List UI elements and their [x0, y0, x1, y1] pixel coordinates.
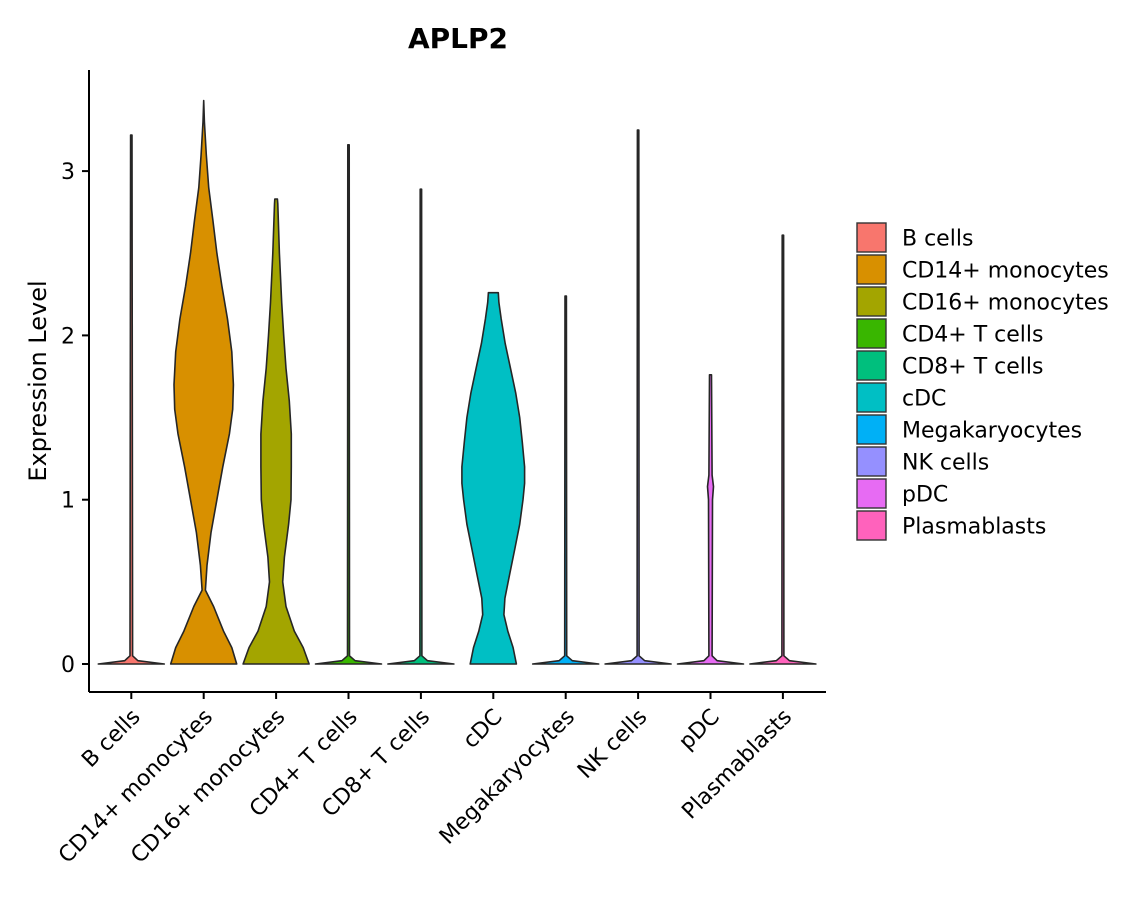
- legend-key-cd4plus-t-cells: [856, 318, 887, 349]
- legend-key-pdc: [856, 478, 887, 509]
- legend-key-plasmablasts: [856, 510, 887, 541]
- legend-key-cd8plus-t-cells: [856, 350, 887, 381]
- legend-key-b-cells: [856, 222, 887, 253]
- legend-key-megakaryocytes: [856, 414, 887, 445]
- y-tick-label: 2: [61, 324, 75, 349]
- violin-cdc: [461, 291, 526, 665]
- y-tick-label: 0: [61, 653, 75, 678]
- violin-nk-cells: [604, 129, 672, 665]
- legend-key-cd14plus-monocytes: [856, 254, 887, 285]
- violin-cd14plus-monocytes: [169, 99, 238, 665]
- violin-cd8plus-t-cells: [387, 188, 455, 665]
- legend-label-plasmablasts: Plasmablasts: [902, 515, 1046, 540]
- violin-cd4plus-t-cells: [314, 144, 383, 665]
- legend: B cells CD14+ monocytes CD16+ monocytes CD4…: [856, 222, 1109, 541]
- violin-megakaryocytes: [531, 295, 600, 665]
- violin-plasmablasts: [749, 234, 817, 665]
- legend-label-cd4plus-t-cells: CD4+ T cells: [902, 323, 1043, 348]
- legend-label-cd8plus-t-cells: CD8+ T cells: [902, 355, 1043, 380]
- legend-key-nk-cells: [856, 446, 887, 477]
- legend-key-cdc: [856, 382, 887, 413]
- chart-title: APLP2: [408, 22, 508, 55]
- legend-label-cdc: cDC: [902, 387, 946, 412]
- legend-label-b-cells: B cells: [902, 227, 973, 252]
- legend-label-cd16plus-monocytes: CD16+ monocytes: [902, 291, 1109, 316]
- x-tick-label-pdc: pDC: [674, 705, 724, 755]
- legend-label-pdc: pDC: [902, 483, 948, 508]
- x-tick-label-cdc: cDC: [458, 705, 507, 754]
- legend-label-cd14plus-monocytes: CD14+ monocytes: [902, 259, 1109, 284]
- x-tick-label-megakaryocytes: Megakaryocytes: [435, 705, 580, 850]
- violin-cd16plus-monocytes: [242, 198, 310, 665]
- y-tick-label: 1: [61, 489, 75, 514]
- y-axis-label: Expression Level: [24, 280, 52, 481]
- violin-pdc: [676, 374, 745, 665]
- y-tick-label: 3: [61, 160, 75, 185]
- violins-group: [97, 99, 817, 665]
- legend-label-nk-cells: NK cells: [902, 451, 989, 476]
- x-tick-label-b-cells: B cells: [77, 705, 145, 773]
- legend-key-cd16plus-monocytes: [856, 286, 887, 317]
- violin-b-cells: [97, 134, 166, 665]
- x-tick-label-nk-cells: NK cells: [573, 705, 652, 784]
- legend-label-megakaryocytes: Megakaryocytes: [902, 419, 1082, 444]
